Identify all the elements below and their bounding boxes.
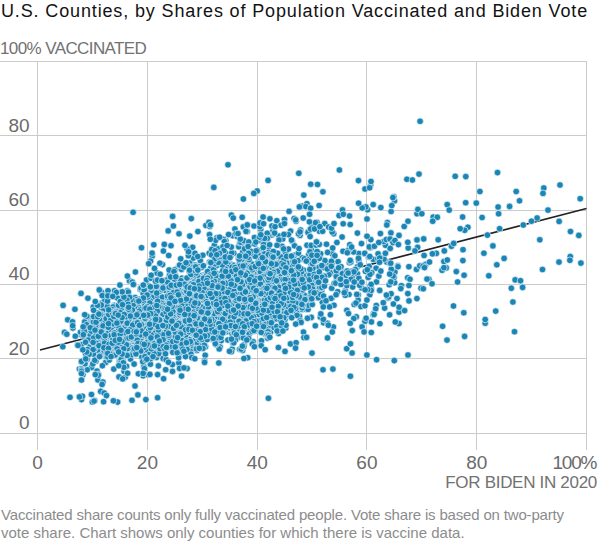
svg-text:80: 80 — [466, 452, 487, 473]
svg-text:100% VACCINATED: 100% VACCINATED — [0, 39, 147, 58]
svg-text:0: 0 — [19, 412, 30, 433]
svg-text:0: 0 — [32, 452, 43, 473]
svg-text:FOR BIDEN IN 2020: FOR BIDEN IN 2020 — [445, 473, 597, 492]
svg-text:60: 60 — [9, 189, 30, 210]
svg-text:Vaccinated share counts only f: Vaccinated share counts only fully vacci… — [1, 506, 565, 523]
svg-text:40: 40 — [247, 452, 268, 473]
svg-text:100%: 100% — [553, 452, 598, 473]
svg-text:20: 20 — [9, 338, 30, 359]
svg-text:60: 60 — [356, 452, 377, 473]
svg-text:vote share. Chart shows only c: vote share. Chart shows only counties fo… — [1, 524, 465, 541]
svg-text:80: 80 — [9, 115, 30, 136]
svg-text:20: 20 — [137, 452, 158, 473]
svg-text:40: 40 — [9, 263, 30, 284]
svg-text:U.S. Counties, by Shares of Po: U.S. Counties, by Shares of Population V… — [1, 1, 588, 21]
